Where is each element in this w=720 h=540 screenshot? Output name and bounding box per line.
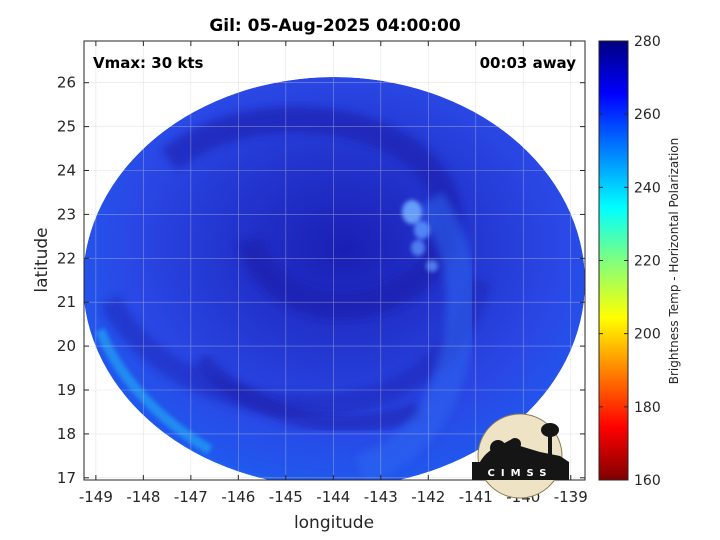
- vmax-label: Vmax: 30 kts: [93, 54, 203, 72]
- microwave-swath-image: [84, 77, 585, 480]
- y-tick-label: 23: [57, 205, 76, 223]
- y-axis-label: latitude: [32, 227, 52, 292]
- colorbar-tick-label: 160: [634, 473, 661, 489]
- y-tick-label: 21: [57, 293, 76, 311]
- y-tick-label: 25: [57, 118, 76, 136]
- y-tick-label: 22: [57, 249, 76, 267]
- x-axis-label: longitude: [294, 513, 374, 533]
- y-tick-label: 19: [57, 381, 76, 399]
- grid: [84, 41, 585, 480]
- colorbar-tick-label: 200: [634, 327, 661, 343]
- x-tick-label: -143: [364, 488, 398, 506]
- chart-title: Gil: 05-Aug-2025 04:00:00: [209, 16, 460, 36]
- x-tick-label: -139: [554, 488, 588, 506]
- colorbar: 160 180 200 220 240 260 280 Brightness Temp - …: [598, 34, 681, 489]
- x-tick-label: -145: [269, 488, 303, 506]
- x-tick-label: -149: [79, 488, 113, 506]
- x-tick-label: -148: [126, 488, 160, 506]
- colorbar-tick-label: 280: [634, 34, 661, 50]
- y-tick-label: 18: [57, 425, 76, 443]
- colorbar-label: Brightness Temp - Horizontal Polarizatio…: [667, 138, 681, 385]
- colorbar-tick-label: 240: [634, 180, 661, 196]
- y-tick-label: 17: [57, 469, 76, 487]
- y-tick-label: 20: [57, 337, 76, 355]
- cimss-logo: CIMSS: [472, 413, 569, 499]
- x-tick-label: -146: [221, 488, 255, 506]
- time-offset-label: 00:03 away: [480, 54, 577, 72]
- axes-frame: [83, 40, 586, 481]
- logo-text: CIMSS: [488, 468, 553, 479]
- colorbar-tick-label: 180: [634, 400, 661, 416]
- y-axis: 17 18 19 20 21 22 23 24 25 26: [57, 74, 585, 487]
- x-tick-label: -141: [459, 488, 493, 506]
- x-tick-label: -147: [174, 488, 208, 506]
- colorbar-tick-label: 220: [634, 254, 661, 270]
- y-tick-label: 24: [57, 162, 76, 180]
- colorbar-tick-label: 260: [634, 107, 661, 123]
- colorbar-scale: [598, 40, 629, 481]
- y-tick-label: 26: [57, 74, 76, 92]
- colorbar-ticks: 160 180 200 220 240 260 280: [599, 34, 661, 489]
- x-tick-label: -144: [316, 488, 350, 506]
- x-tick-label: -142: [411, 488, 445, 506]
